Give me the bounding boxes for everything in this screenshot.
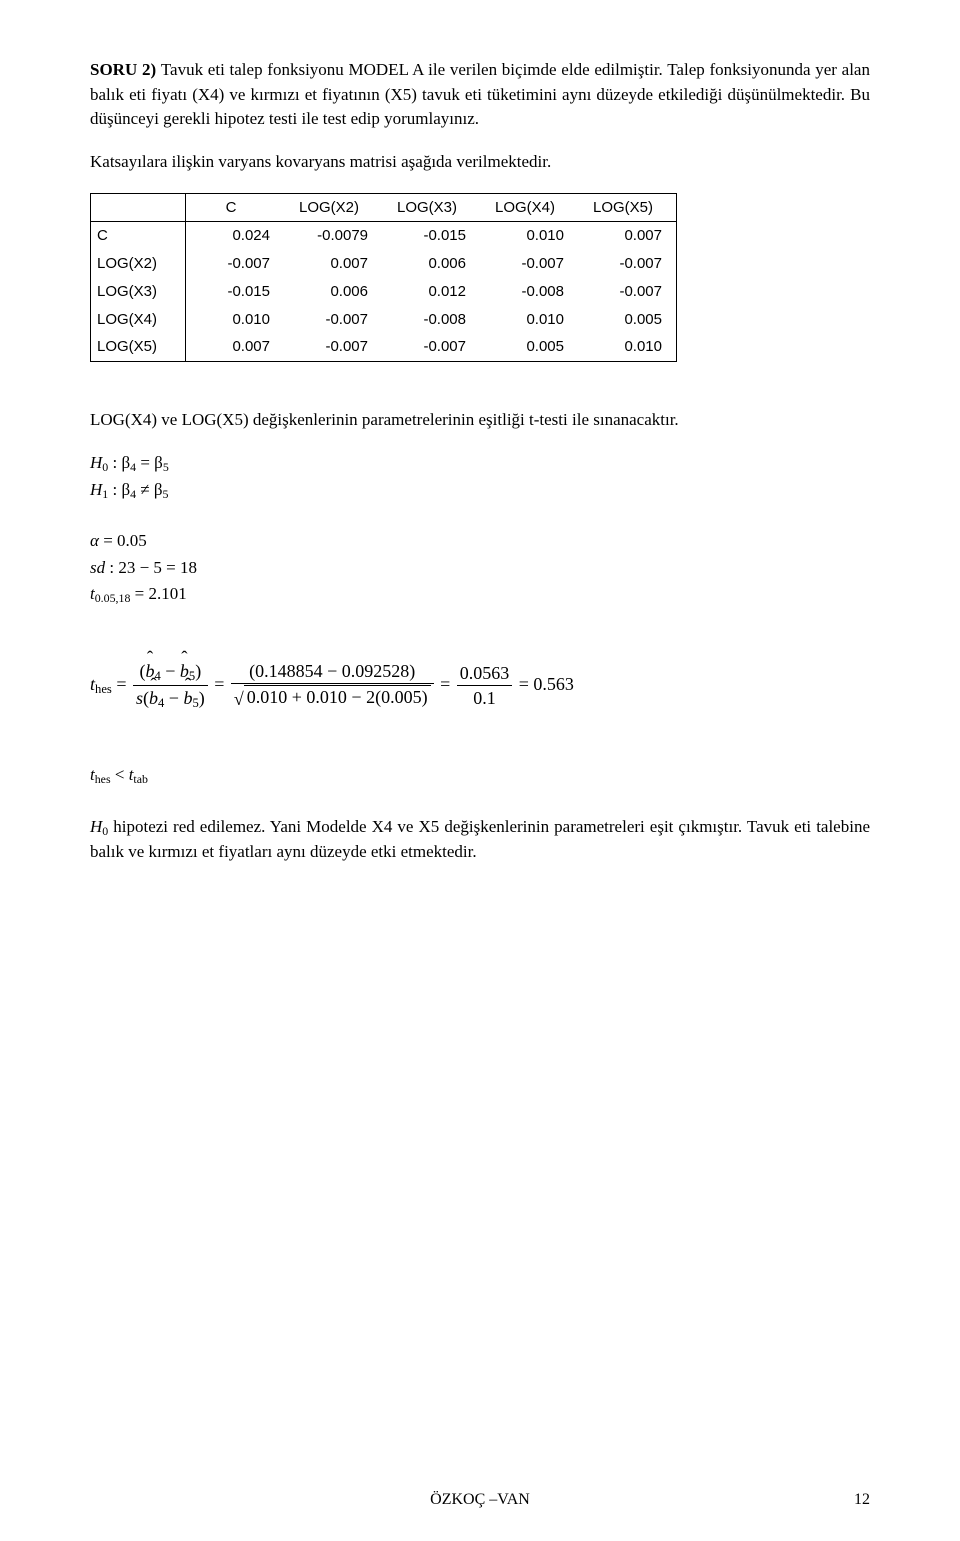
num2: (0.148854 − 0.092528) <box>231 660 434 684</box>
h1-b5: 5 <box>163 487 169 501</box>
row-header: LOG(X2) <box>91 250 186 278</box>
final-val: 0.563 <box>533 674 574 694</box>
ttab-line: t0.05,18 = 2.101 <box>90 582 870 607</box>
cell: 0.012 <box>382 278 480 306</box>
concl-h: H <box>90 817 102 836</box>
equals-1: = <box>116 674 131 694</box>
cell: 0.010 <box>186 306 285 334</box>
conclusion: H0 hipotezi red edilemez. Yani Modelde X… <box>90 815 870 865</box>
h0-line: H0 : β4 = β5 <box>90 451 870 476</box>
h1-line: H1 : β4 ≠ β5 <box>90 478 870 503</box>
header-logx2: LOG(X2) <box>284 193 382 222</box>
frac-2: (0.148854 − 0.092528) √0.010 + 0.010 − 2… <box>231 660 434 711</box>
lt-op: < <box>115 765 129 784</box>
question-text-1: Tavuk eti talep fonksiyonu MODEL A ile v… <box>90 60 870 128</box>
covariance-table: C LOG(X2) LOG(X3) LOG(X4) LOG(X5) C 0.02… <box>90 193 677 363</box>
radicand: 0.010 + 0.010 − 2(0.005) <box>244 685 431 709</box>
header-c: C <box>186 193 285 222</box>
s-sym: s <box>136 688 143 708</box>
h0-b5: 5 <box>163 460 169 474</box>
cell: -0.008 <box>480 278 578 306</box>
cell: -0.007 <box>284 306 382 334</box>
ttab-r-sub: tab <box>133 772 148 786</box>
cell: 0.005 <box>578 306 677 334</box>
footer-center: ÖZKOÇ –VAN <box>0 1488 960 1511</box>
frac-1: (b4 − b5) s(b4 − b5) <box>133 660 208 712</box>
bhat4d: b <box>149 688 158 708</box>
test-intro-line: LOG(X4) ve LOG(X5) değişkenlerinin param… <box>90 408 870 433</box>
cell: 0.024 <box>186 222 285 250</box>
cell: 0.005 <box>480 333 578 361</box>
table-row: LOG(X3) -0.015 0.006 0.012 -0.008 -0.007 <box>91 278 677 306</box>
equals-2: = <box>214 674 229 694</box>
ttab-val: = 2.101 <box>130 584 186 603</box>
table-row: LOG(X5) 0.007 -0.007 -0.007 0.005 0.010 <box>91 333 677 361</box>
question-paragraph-2: Katsayılara ilişkin varyans kovaryans ma… <box>90 150 870 175</box>
hypotheses-block: H0 : β4 = β5 H1 : β4 ≠ β5 <box>90 451 870 503</box>
cell: -0.0079 <box>284 222 382 250</box>
sd-lbl: sd <box>90 558 105 577</box>
row-header: LOG(X3) <box>91 278 186 306</box>
row-header: LOG(X4) <box>91 306 186 334</box>
header-blank <box>91 193 186 222</box>
page-number: 12 <box>854 1488 870 1511</box>
h1-neq: ≠ β <box>136 480 162 499</box>
question-paragraph-1: SORU 2) Tavuk eti talep fonksiyonu MODEL… <box>90 58 870 132</box>
cell: -0.015 <box>382 222 480 250</box>
cell: 0.006 <box>382 250 480 278</box>
equals-3: = <box>440 674 455 694</box>
cell: -0.007 <box>578 278 677 306</box>
ttab-sub: 0.05,18 <box>95 591 131 605</box>
header-logx4: LOG(X4) <box>480 193 578 222</box>
h1-colon: : β <box>108 480 130 499</box>
thes-sub: hes <box>95 682 112 696</box>
cell: -0.007 <box>186 250 285 278</box>
cell: 0.007 <box>578 222 677 250</box>
cell: -0.007 <box>578 250 677 278</box>
bhat5d: b <box>183 688 192 708</box>
cell: -0.015 <box>186 278 285 306</box>
cell: -0.007 <box>480 250 578 278</box>
alpha-line: α = 0.05 <box>90 529 870 554</box>
row-header: C <box>91 222 186 250</box>
sd-line: sd : 23 − 5 = 18 <box>90 556 870 581</box>
bhat4d-sub: 4 <box>158 696 164 710</box>
question-lead: SORU 2) <box>90 60 161 79</box>
h0-eq: = β <box>136 453 163 472</box>
table-row: LOG(X2) -0.007 0.007 0.006 -0.007 -0.007 <box>91 250 677 278</box>
equals-4: = <box>519 674 534 694</box>
cell: 0.010 <box>480 222 578 250</box>
thes-formula: thes = (b4 − b5) s(b4 − b5) = (0.148854 … <box>90 660 870 712</box>
header-logx5: LOG(X5) <box>578 193 677 222</box>
row-header: LOG(X5) <box>91 333 186 361</box>
page-footer: ÖZKOÇ –VAN 12 <box>0 1488 960 1511</box>
header-logx3: LOG(X3) <box>382 193 480 222</box>
table-row: LOG(X4) 0.010 -0.007 -0.008 0.010 0.005 <box>91 306 677 334</box>
cell: -0.008 <box>382 306 480 334</box>
concl-text: hipotezi red edilemez. Yani Modelde X4 v… <box>90 817 870 861</box>
cell: -0.007 <box>382 333 480 361</box>
cell: 0.007 <box>186 333 285 361</box>
num3: 0.0563 <box>457 662 513 686</box>
table-header-row: C LOG(X2) LOG(X3) LOG(X4) LOG(X5) <box>91 193 677 222</box>
params-block: α = 0.05 sd : 23 − 5 = 18 t0.05,18 = 2.1… <box>90 529 870 608</box>
h-sym: H <box>90 453 102 472</box>
compare-line: thes < ttab <box>90 763 870 788</box>
sd-txt: : 23 − 5 = 18 <box>105 558 197 577</box>
alpha-val: = 0.05 <box>99 531 147 550</box>
cell: 0.006 <box>284 278 382 306</box>
h-sym: H <box>90 480 102 499</box>
thes-l-sub: hes <box>95 772 111 786</box>
cell: 0.010 <box>578 333 677 361</box>
den3: 0.1 <box>457 686 513 710</box>
frac-3: 0.0563 0.1 <box>457 662 513 709</box>
cell: -0.007 <box>284 333 382 361</box>
cell: 0.010 <box>480 306 578 334</box>
alpha-sym: α <box>90 531 99 550</box>
table-row: C 0.024 -0.0079 -0.015 0.010 0.007 <box>91 222 677 250</box>
cell: 0.007 <box>284 250 382 278</box>
h0-colon: : β <box>108 453 130 472</box>
